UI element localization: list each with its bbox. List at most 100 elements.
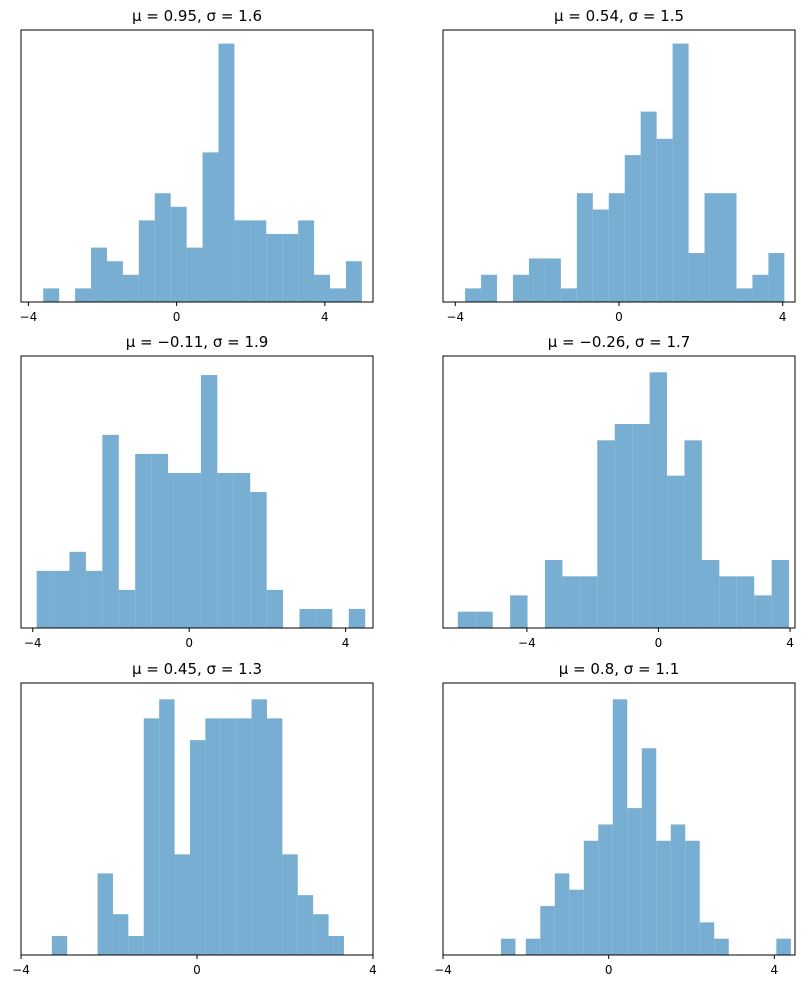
histogram-bar xyxy=(297,895,314,955)
subplot-3: −4 0 4 μ = −0.11, σ = 1.9 xyxy=(20,333,374,650)
subplot-title: μ = 0.45, σ = 1.3 xyxy=(132,660,262,678)
histogram-bar xyxy=(510,595,528,628)
histogram-bar xyxy=(641,748,657,955)
histogram-bar xyxy=(75,288,92,302)
histogram-bar xyxy=(233,472,251,628)
histogram-bar xyxy=(299,608,316,628)
histogram-bar xyxy=(282,854,298,955)
histogram-bar xyxy=(43,288,60,302)
histogram-bar xyxy=(282,234,299,302)
histogram-bar xyxy=(200,375,218,628)
x-tick-label: 4 xyxy=(369,963,377,977)
x-tick-label: 4 xyxy=(321,310,329,324)
histogram-bar xyxy=(667,475,685,628)
histogram-bar xyxy=(670,824,686,955)
histogram-bar xyxy=(752,274,769,302)
histogram-bar xyxy=(608,193,625,302)
histogram-bar xyxy=(672,43,689,302)
x-tick-label: −4 xyxy=(12,963,30,977)
histogram-bar xyxy=(266,234,283,302)
histogram-bar xyxy=(685,840,700,955)
x-tick-label: 0 xyxy=(605,963,613,977)
histogram-bar xyxy=(544,258,561,302)
histogram-bar xyxy=(475,611,493,628)
axes-frame xyxy=(442,682,796,956)
histogram-bar xyxy=(189,740,206,955)
histogram-bar xyxy=(236,718,252,955)
histogram-bar xyxy=(612,699,628,955)
histogram-bar xyxy=(135,453,152,628)
histogram-bar xyxy=(330,288,346,302)
histogram-bar xyxy=(138,220,155,302)
histogram-bar xyxy=(512,274,529,302)
histogram-bar xyxy=(218,43,235,302)
subplot-6: −4 0 4 μ = 0.8, σ = 1.1 xyxy=(434,660,796,977)
histogram-bar xyxy=(720,193,737,302)
x-tick-label: −4 xyxy=(20,310,38,324)
histogram-bar xyxy=(266,589,284,628)
histogram-bar xyxy=(122,274,139,302)
x-tick-label: 4 xyxy=(342,636,350,650)
histogram-bar xyxy=(736,288,753,302)
axes-frame xyxy=(20,29,374,303)
subplot-2: −4 0 4 μ = 0.54, σ = 1.5 xyxy=(442,7,796,324)
subplot-title: μ = −0.26, σ = 1.7 xyxy=(548,333,691,351)
histogram-bar xyxy=(348,608,366,628)
x-tick-label: 4 xyxy=(786,636,794,650)
histogram-bar xyxy=(202,152,219,302)
histogram-bar xyxy=(768,253,785,302)
subplot-1: −4 0 4 μ = 0.95, σ = 1.6 xyxy=(20,7,374,324)
histogram-bar xyxy=(500,938,516,955)
histogram-bar xyxy=(736,576,755,628)
x-tick-label: −4 xyxy=(518,636,536,650)
histogram-bar xyxy=(649,372,668,628)
histogram-bar xyxy=(345,261,362,302)
histogram-bar xyxy=(579,576,598,628)
histogram-bar xyxy=(576,193,593,302)
x-tick-label: −4 xyxy=(24,636,42,650)
histogram-bar xyxy=(754,595,772,628)
histogram-bar xyxy=(525,938,541,955)
histogram-bar xyxy=(266,718,283,955)
histogram-bar xyxy=(583,840,599,955)
x-tick-label: −4 xyxy=(446,310,464,324)
histogram-bar xyxy=(465,288,482,302)
histogram-bar xyxy=(298,220,315,302)
histogram-bar xyxy=(627,808,642,955)
histogram-bar xyxy=(614,424,633,628)
histogram-bar xyxy=(69,551,86,628)
histogram-bar xyxy=(457,611,476,628)
histogram-bar xyxy=(528,258,545,302)
histogram-bar xyxy=(540,906,555,955)
histogram-bar xyxy=(102,434,119,628)
histogram-bar xyxy=(128,935,144,955)
histogram-bar xyxy=(205,718,221,955)
histogram-bar xyxy=(174,854,190,955)
x-tick-label: −4 xyxy=(434,963,452,977)
histogram-bar xyxy=(656,138,673,302)
histogram-bar xyxy=(624,155,641,302)
histogram-bar xyxy=(481,274,498,302)
histogram-bar xyxy=(184,472,201,628)
axes-frame xyxy=(442,355,796,629)
histogram-bar xyxy=(704,193,721,302)
x-tick-label: 0 xyxy=(185,636,193,650)
histogram-bar xyxy=(168,472,185,628)
histogram-bar xyxy=(186,247,203,302)
histogram-bar xyxy=(569,889,584,955)
histogram-bar xyxy=(688,253,705,302)
subplot-title: μ = 0.95, σ = 1.6 xyxy=(132,7,262,25)
histogram-bar xyxy=(656,840,671,955)
histogram-bar xyxy=(250,492,267,628)
histogram-bar xyxy=(250,220,267,302)
subplot-4: −4 0 4 μ = −0.26, σ = 1.7 xyxy=(442,333,796,650)
histogram-bar xyxy=(91,247,107,302)
histogram-bar xyxy=(684,440,702,628)
histogram-bar xyxy=(314,274,331,302)
histogram-bar xyxy=(251,699,267,955)
histogram-bar xyxy=(560,288,577,302)
histogram-bar xyxy=(112,914,129,955)
x-tick-label: 0 xyxy=(173,310,181,324)
histogram-bar xyxy=(170,206,187,302)
